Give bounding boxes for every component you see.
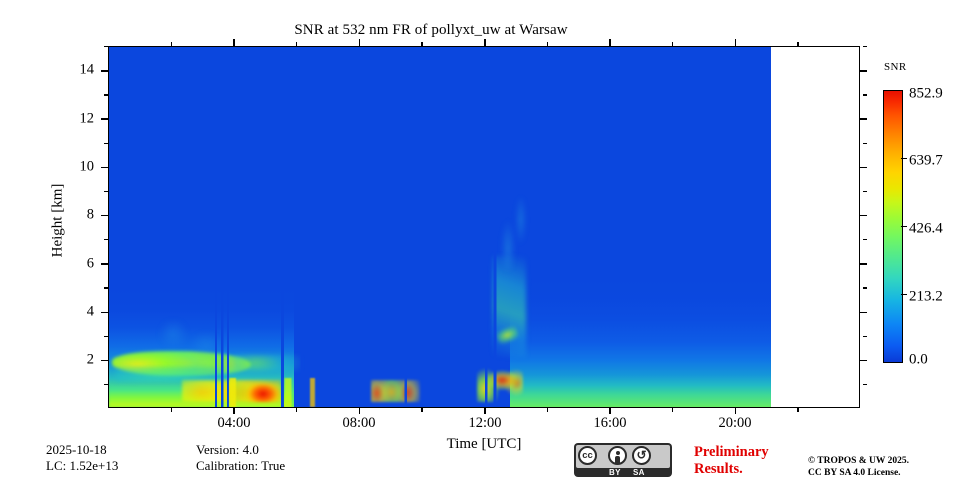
copyright-line-2: CC BY SA 4.0 License. (808, 468, 901, 478)
x-axis-label: Time [UTC] (446, 436, 522, 452)
cc-sharealike-icon: ↺ (632, 445, 651, 465)
colorbar-tick (901, 158, 907, 160)
footer-lidar-constant: LC: 1.52e+13 (46, 458, 119, 473)
x-tick-label: 16:00 (593, 415, 627, 431)
copyright-notice: © TROPOS & UW 2025. CC BY SA 4.0 License… (808, 455, 909, 479)
colorbar-tick-label: 852.9 (909, 85, 943, 102)
heatmap-data-gaps (109, 47, 772, 407)
footer-version: Version: 4.0 (196, 442, 259, 457)
colorbar-tick-label: 0.0 (909, 351, 928, 368)
heatmap-gap-edge-columns (109, 378, 772, 407)
footer-calibration: Calibration: True (196, 458, 286, 473)
person-body-shape (615, 455, 620, 463)
y-tick-label: 10 (79, 158, 95, 175)
x-tick-label: 20:00 (718, 415, 752, 431)
heatmap-data-canvas (109, 47, 772, 407)
preliminary-line-2: Results. (694, 461, 743, 477)
cc-license-badge[interactable]: cc ↺ BY SA (574, 443, 672, 477)
y-tick-label: 8 (86, 206, 94, 223)
colorbar-tick-label: 213.2 (909, 288, 943, 305)
colorbar-tick-label: 426.4 (909, 220, 943, 237)
y-tick-label: 2 (86, 351, 94, 368)
cc-by-label: BY (609, 468, 621, 477)
colorbar-tick-label: 639.7 (909, 152, 943, 169)
page-title: SNR at 532 nm FR of pollyxt_uw at Warsaw (294, 22, 568, 38)
y-tick-label: 4 (86, 303, 94, 320)
y-tick-label: 12 (79, 110, 95, 127)
preliminary-results-notice: Preliminary Results. (694, 444, 769, 478)
y-axis-label: Height [km] (49, 183, 66, 258)
cc-attribution-person-icon (608, 445, 627, 465)
x-tick-label: 08:00 (342, 415, 376, 431)
colorbar-title: SNR (884, 61, 907, 73)
colorbar (883, 90, 903, 363)
colorbar-tick (901, 226, 907, 228)
cc-sa-label: SA (633, 468, 645, 477)
person-head-shape (615, 450, 620, 455)
x-tick-label: 04:00 (217, 415, 251, 431)
y-tick-label: 6 (86, 255, 94, 272)
preliminary-line-1: Preliminary (694, 444, 769, 460)
cc-logo-icon: cc (578, 445, 597, 465)
x-tick-label: 12:00 (468, 415, 502, 431)
y-tick-label: 14 (79, 61, 95, 78)
copyright-line-1: © TROPOS & UW 2025. (808, 456, 909, 466)
plot-area (108, 46, 860, 408)
colorbar-tick (901, 294, 907, 296)
footer-date: 2025-10-18 (46, 442, 107, 457)
